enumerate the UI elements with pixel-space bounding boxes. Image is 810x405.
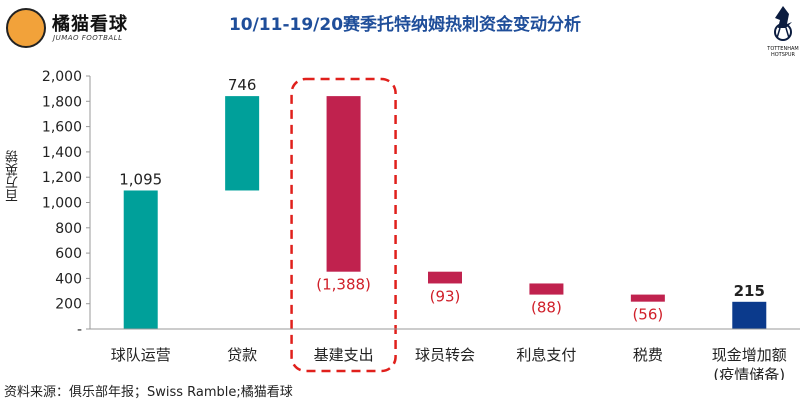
y-tick-label: 200: [55, 297, 82, 313]
bar: [630, 294, 665, 302]
bar: [529, 283, 564, 295]
data-label: (88): [531, 299, 562, 317]
data-labels-group: 1,095 746 (1,388) (93) (88) (56) 215: [119, 76, 765, 324]
x-tick-label: 利息支付: [516, 346, 576, 364]
y-tick-label: 1,000: [42, 196, 82, 212]
highlight-box-group: [290, 77, 397, 373]
bars-group: [123, 96, 767, 329]
bar: [428, 271, 462, 284]
source-note: 资料来源：俱乐部年报；Swiss Ramble;橘猫看球: [4, 385, 293, 400]
club-crest: TOTTENHAM HOTSPUR: [758, 2, 808, 66]
data-label: 1,095: [119, 170, 162, 188]
x-tick-label: 球员转会: [415, 346, 475, 364]
data-label: (1,388): [316, 276, 371, 294]
data-label: (93): [430, 287, 461, 305]
data-label: 746: [228, 76, 257, 94]
y-tick-label: 600: [55, 246, 82, 262]
x-tick-label: 基建支出: [314, 346, 374, 364]
y-tick-label: 1,600: [42, 120, 82, 136]
x-tick-label: 贷款: [227, 346, 257, 364]
bar: [732, 301, 767, 329]
highlight-box: [290, 77, 397, 373]
x-tick-note: (疫情储备): [713, 366, 785, 380]
x-tick-label: 球队运营: [111, 346, 171, 364]
x-axis: 球队运营 贷款 基建支出 球员转会 利息支付 税费 现金增加额 (疫情储备): [90, 328, 800, 380]
y-tick-label: 1,800: [42, 94, 82, 110]
brand-subtitle: JUMAO FOOTBALL: [53, 34, 123, 42]
y-tick-label: 800: [55, 221, 82, 237]
x-tick-label: 税费: [633, 346, 663, 364]
x-tick-label: 现金增加额: [712, 346, 787, 364]
waterfall-chart: - 200 400 600 800 1,000 1,200 1,400 1,600 1,800 2,…: [42, 69, 800, 380]
y-tick-label: 400: [55, 271, 82, 287]
brand-name: 橘猫看球: [52, 14, 128, 35]
crest-text-line2: HOTSPUR: [770, 52, 796, 58]
bar: [225, 96, 260, 191]
y-tick-label: 1,400: [42, 145, 82, 161]
bar: [326, 96, 361, 272]
brand-logo: 橘猫看球 JUMAO FOOTBALL: [6, 6, 146, 52]
chart-title: 10/11-19/20赛季托特纳姆热刺资金变动分析: [228, 15, 582, 35]
bar: [123, 190, 158, 329]
y-tick-label: -: [77, 322, 82, 338]
y-tick-label: 1,200: [42, 170, 82, 186]
y-axis: - 200 400 600 800 1,000 1,200 1,400 1,600 1,800 2,…: [42, 69, 91, 338]
crest-text-line1: TOTTENHAM: [767, 46, 799, 52]
data-label: 215: [734, 282, 765, 300]
cat-logo-icon: [6, 8, 46, 48]
crest-text: TOTTENHAM HOTSPUR: [758, 46, 808, 58]
data-label: (56): [632, 306, 663, 324]
tottenham-hotspur-crest-icon: [774, 6, 792, 41]
y-tick-label: 2,000: [42, 69, 82, 85]
